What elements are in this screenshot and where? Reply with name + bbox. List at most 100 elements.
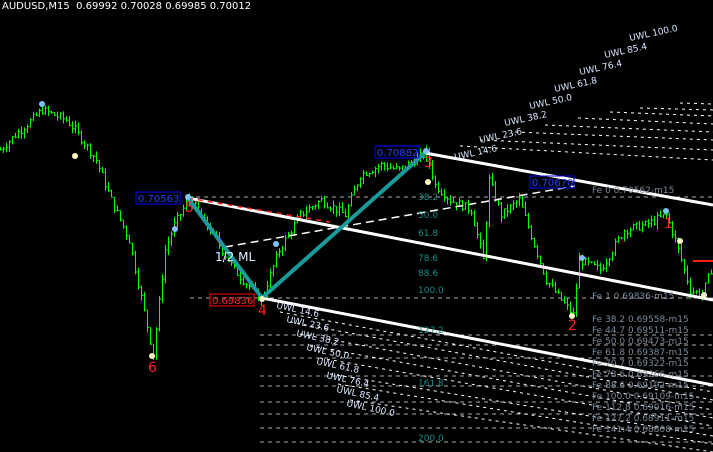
fib-level-label: 38.2 [418,193,438,203]
price-bar [129,234,132,244]
price-bar [123,219,126,229]
price-bar [588,257,591,266]
price-bar [63,111,66,124]
diamond-marker-icon [172,226,178,232]
price-bar [495,180,498,202]
price-bar [69,116,72,127]
fe-label: Fe 100.0 0.69109-m15 [592,392,694,402]
price-bar [15,132,18,139]
diamond-marker-icon [663,208,669,214]
price-bar [246,282,249,289]
price-bar [243,276,246,286]
price-bar [603,264,606,272]
price-bar [513,200,516,210]
price-bar [627,229,630,239]
price-bar [33,111,36,121]
price-bar [609,257,612,267]
price-bar [624,229,627,242]
price-bar [576,283,579,317]
price-bar [144,291,147,312]
price-bar [330,206,333,212]
price-bars [0,105,713,360]
diamond-marker-icon [579,255,585,261]
price-bar [381,161,384,171]
price-bar [108,182,111,192]
price-bar [51,110,54,114]
price-bar [93,155,96,162]
price-bar [345,209,348,218]
fe-label: Fe 112.8 0.69016-m15 [592,403,694,413]
price-box-4 [209,293,255,307]
price-bar [390,162,393,170]
price-bar [684,258,687,275]
price-bar [453,197,456,203]
price-bar [360,177,363,188]
price-bar [621,237,624,240]
price-bar [372,170,375,175]
price-bar [81,130,84,145]
price-bar [441,188,444,196]
half-ml-label: 1/2 ML [215,250,255,264]
price-bar [180,214,183,221]
price-bar [288,231,291,239]
price-bar [378,163,381,174]
price-bar [6,142,9,153]
price-bar [630,227,633,238]
fib-level-lines [188,196,713,443]
price-bar [114,197,117,214]
price-bar [564,296,567,304]
price-bar [645,220,648,227]
price-bar [240,271,243,285]
price-bar [279,248,282,258]
fe-label: Fe 61.8 0.69387-m15 [592,348,689,358]
price-bar [369,172,372,178]
price-bar [681,243,684,263]
price-label-5: 0.70563 [138,194,179,205]
price-bar [606,258,609,273]
price-bar [663,213,666,219]
uwl-upper-label: UWL 85.4 [604,42,649,61]
price-bar [555,281,558,293]
price-bar [675,230,678,243]
price-bar [648,219,651,228]
zigzag-line [186,151,427,301]
price-bar [327,202,330,209]
price-bar [336,205,339,217]
fe-label: Fe 1 0.69836-m15 [592,292,674,302]
price-bar [27,124,30,133]
price-bar [507,204,510,218]
price-bar [75,120,78,134]
price-bar [138,267,141,290]
price-bar [654,215,657,226]
price-bar [516,200,519,208]
symbol: AUDUSD,M15 [2,1,70,12]
price-bar [105,168,108,191]
price-bar [177,211,180,228]
chart-header: AUDUSD,M15 0.69992 0.70028 0.69985 0.700… [2,1,251,12]
price-bar [597,259,600,271]
price-label-3: 0.70882 [377,148,418,159]
price-bar [471,209,474,216]
price-bar [171,231,174,246]
price-bar [696,289,699,295]
price-bar [96,151,99,164]
wave-number-1: 1 [664,216,673,232]
price-bar [657,212,660,230]
diamond-marker-icon [39,101,45,107]
price-bar [183,204,186,217]
price-bar [204,213,207,218]
price-box-mid [529,175,575,189]
wave-number-5: 5 [185,200,194,216]
trend-line-red [187,197,331,223]
price-bar [510,204,513,214]
price-bar [393,165,396,170]
price-bar [102,166,105,174]
fib-level-label: 200.0 [418,434,444,444]
price-bar [660,210,663,218]
fib-level-label: 61.8 [418,229,438,239]
price-bar [489,174,492,228]
wave-number-6: 6 [148,360,157,376]
fe-label: Fe 0 0.70562-m15 [592,186,674,196]
